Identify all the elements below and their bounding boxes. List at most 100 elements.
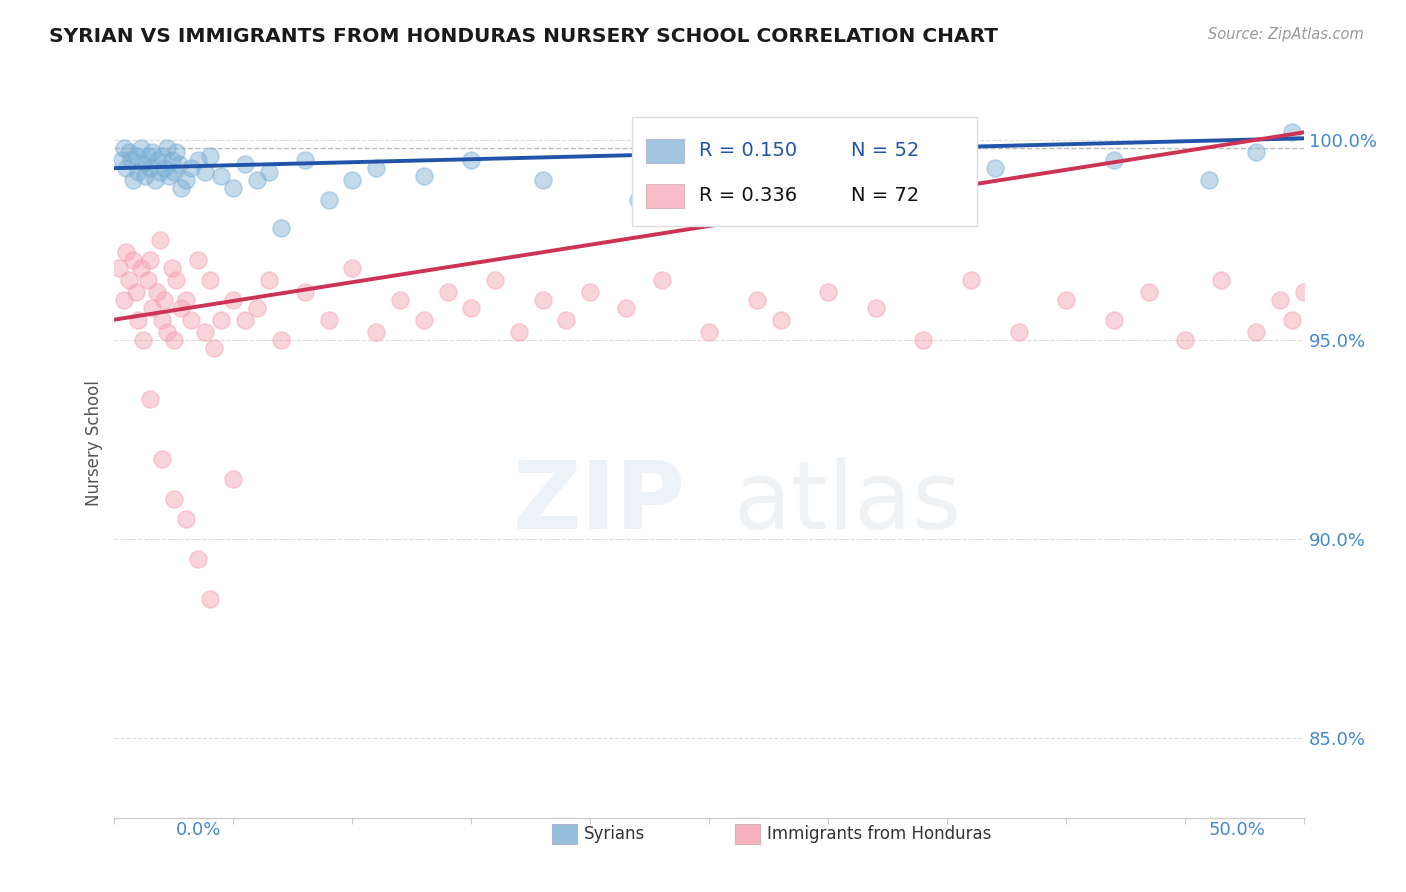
Point — [180, 161, 202, 176]
Point — [118, 145, 141, 160]
Bar — [647, 139, 685, 163]
Y-axis label: Nursery School: Nursery School — [86, 380, 103, 506]
Point — [174, 173, 197, 187]
Bar — [647, 184, 685, 208]
Point — [342, 260, 364, 275]
Point — [270, 221, 292, 235]
Text: Source: ZipAtlas.com: Source: ZipAtlas.com — [1208, 27, 1364, 42]
Point — [257, 165, 280, 179]
Point — [233, 157, 256, 171]
Point — [127, 165, 149, 179]
Text: ZIP: ZIP — [513, 458, 686, 549]
Point — [366, 325, 388, 339]
Point — [132, 333, 155, 347]
Point — [579, 285, 602, 299]
Point — [194, 325, 217, 339]
Point — [1102, 312, 1125, 326]
Point — [165, 145, 187, 160]
Point — [555, 312, 578, 326]
Point — [146, 153, 169, 168]
Point — [174, 293, 197, 307]
Point — [211, 312, 233, 326]
Text: N = 72: N = 72 — [851, 186, 920, 205]
Point — [1281, 312, 1303, 326]
Point — [294, 153, 316, 168]
Point — [412, 312, 434, 326]
Point — [318, 193, 340, 207]
Point — [257, 273, 280, 287]
Point — [163, 165, 186, 179]
Point — [127, 312, 149, 326]
Point — [1270, 293, 1292, 307]
Point — [112, 293, 135, 307]
Point — [1246, 325, 1268, 339]
Point — [484, 273, 506, 287]
Point — [366, 161, 388, 176]
Point — [157, 169, 180, 183]
Point — [531, 173, 554, 187]
Point — [246, 301, 269, 315]
Point — [136, 273, 159, 287]
Point — [187, 252, 209, 267]
Point — [115, 161, 138, 176]
Point — [143, 173, 166, 187]
Point — [146, 285, 169, 299]
Point — [614, 301, 637, 315]
Point — [627, 193, 650, 207]
Point — [745, 165, 768, 179]
Point — [156, 325, 179, 339]
Point — [1174, 333, 1197, 347]
Text: atlas: atlas — [733, 458, 962, 549]
Text: 50.0%: 50.0% — [1209, 821, 1265, 838]
Text: R = 0.150: R = 0.150 — [699, 142, 797, 161]
Text: Immigrants from Honduras: Immigrants from Honduras — [768, 825, 991, 843]
Point — [460, 153, 482, 168]
Point — [153, 161, 176, 176]
Point — [202, 341, 225, 355]
Point — [211, 169, 233, 183]
Point — [153, 293, 176, 307]
Point — [817, 285, 839, 299]
Point — [270, 333, 292, 347]
Point — [769, 312, 792, 326]
FancyBboxPatch shape — [631, 117, 977, 226]
Point — [1246, 145, 1268, 160]
Point — [122, 173, 145, 187]
Point — [129, 141, 152, 155]
Text: Syrians: Syrians — [585, 825, 645, 843]
Point — [134, 169, 156, 183]
Text: 0.0%: 0.0% — [176, 821, 221, 838]
Text: N = 52: N = 52 — [851, 142, 920, 161]
Point — [150, 452, 173, 467]
Point — [912, 333, 935, 347]
Point — [149, 165, 172, 179]
Point — [865, 301, 887, 315]
Point — [412, 169, 434, 183]
Point — [222, 181, 245, 195]
Point — [120, 153, 142, 168]
Text: R = 0.336: R = 0.336 — [699, 186, 797, 205]
Point — [745, 293, 768, 307]
Point — [342, 173, 364, 187]
Point — [508, 325, 530, 339]
Point — [141, 145, 163, 160]
Point — [233, 312, 256, 326]
Point — [436, 285, 458, 299]
Point — [141, 301, 163, 315]
Point — [198, 273, 221, 287]
Point — [1281, 125, 1303, 139]
Point — [163, 333, 186, 347]
Point — [156, 141, 179, 155]
Point — [198, 591, 221, 606]
Point — [1007, 325, 1029, 339]
Point — [160, 153, 183, 168]
Point — [136, 149, 159, 163]
Point — [115, 244, 138, 259]
Point — [139, 392, 162, 407]
Point — [160, 260, 183, 275]
Point — [125, 285, 148, 299]
Point — [1139, 285, 1161, 299]
Point — [531, 293, 554, 307]
Point — [651, 273, 673, 287]
Point — [129, 260, 152, 275]
